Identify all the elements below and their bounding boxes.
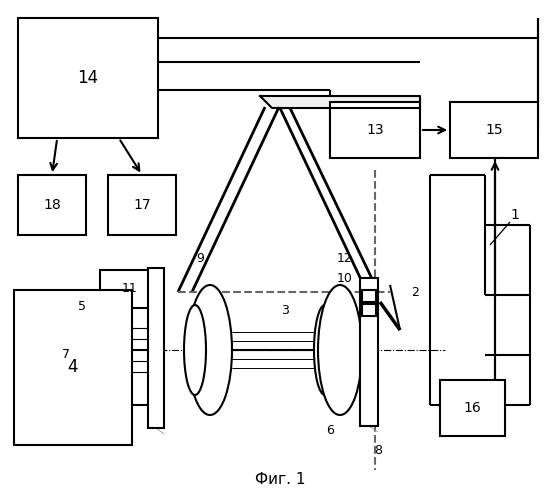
Text: Фиг. 1: Фиг. 1 — [255, 473, 305, 488]
Text: 2: 2 — [411, 285, 419, 298]
Bar — [330, 102, 420, 158]
Bar — [360, 278, 378, 426]
Text: 11: 11 — [122, 282, 138, 295]
Text: 9: 9 — [196, 251, 204, 264]
Bar — [450, 102, 538, 158]
Text: 12: 12 — [337, 251, 353, 264]
Bar — [148, 268, 164, 428]
Ellipse shape — [188, 285, 232, 415]
Text: 14: 14 — [77, 69, 99, 87]
Text: 1: 1 — [511, 208, 520, 222]
Bar — [108, 175, 176, 235]
Bar — [362, 290, 376, 302]
Text: 3: 3 — [281, 303, 289, 316]
Polygon shape — [260, 96, 420, 108]
Text: 4: 4 — [68, 358, 78, 377]
Bar — [100, 270, 160, 308]
Bar — [18, 175, 86, 235]
Text: 17: 17 — [133, 198, 151, 212]
Text: 8: 8 — [374, 444, 382, 457]
Text: 15: 15 — [485, 123, 503, 137]
Text: 16: 16 — [464, 401, 482, 415]
Ellipse shape — [318, 285, 362, 415]
Text: 10: 10 — [337, 271, 353, 284]
Ellipse shape — [314, 305, 336, 395]
Bar — [440, 380, 505, 436]
Bar — [362, 304, 376, 316]
Bar — [18, 18, 158, 138]
Text: 18: 18 — [43, 198, 61, 212]
Text: 5: 5 — [78, 300, 86, 313]
Bar — [14, 290, 132, 445]
Text: 6: 6 — [326, 424, 334, 437]
Text: 13: 13 — [366, 123, 384, 137]
Text: 7: 7 — [62, 348, 70, 361]
Ellipse shape — [184, 305, 206, 395]
